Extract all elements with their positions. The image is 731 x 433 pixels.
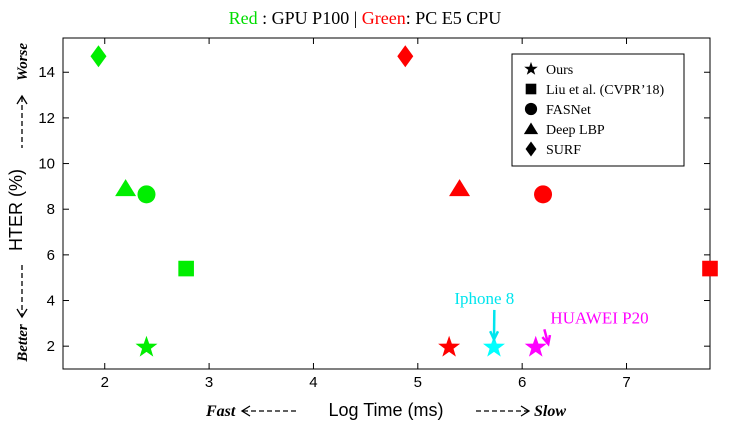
data-point-star (135, 335, 158, 357)
data-point-circle (534, 185, 553, 204)
data-point-triangle (115, 179, 137, 197)
callout-arrowhead (541, 334, 552, 347)
chart-title: Red : GPU P100 | Green: PC E5 CPU (229, 8, 502, 28)
legend-marker-diamond (525, 141, 537, 157)
data-points (90, 45, 718, 357)
x-tick-label: 2 (101, 374, 109, 391)
x-tick-label: 3 (205, 374, 213, 391)
data-point-square (178, 260, 194, 277)
y-tick-label: 2 (47, 338, 55, 355)
x-tick-label: 4 (309, 374, 317, 391)
y-axis-label: HTER (%) (6, 169, 26, 251)
y-tick-label: 4 (47, 293, 55, 310)
legend-marker-triangle (523, 122, 539, 135)
y-arrowhead-worse (16, 94, 28, 105)
data-point-circle (137, 185, 156, 204)
callout-arrowhead (489, 330, 500, 343)
plot-area: 2 3 4 5 6 7 2 4 6 8 10 12 14 (38, 37, 711, 391)
y-tick-label: 12 (38, 110, 55, 127)
y-tick-label: 14 (38, 64, 55, 81)
x-tick-label: 5 (414, 374, 422, 391)
legend-marker-square (525, 83, 537, 95)
y-tick-label: 10 (38, 156, 55, 173)
chart-title-part: : PC E5 CPU (406, 8, 502, 28)
y-arrowhead-better (16, 308, 28, 319)
chart-title-part: Red (229, 8, 258, 28)
x-tick-label: 7 (622, 374, 630, 391)
chart-title-part: Green (362, 8, 406, 28)
x-arrowhead-slow (520, 405, 531, 417)
y-tick-label: 8 (47, 201, 55, 218)
x-tick-label: 6 (518, 374, 526, 391)
device-callouts: Iphone 8 HUAWEI P20 (454, 289, 649, 347)
data-point-triangle (449, 179, 471, 197)
legend-box (511, 53, 685, 167)
legend-marker-circle (524, 102, 538, 116)
x-axis-label: Log Time (ms) (328, 400, 443, 420)
y-annotation-better: Better (15, 324, 31, 363)
x-annotation-slow: Slow (534, 403, 566, 420)
legend: Ours Liu et al. (CVPR’18) FASNet Deep LBP SU… (511, 53, 685, 167)
legend-marker-star (524, 61, 538, 75)
x-annotation-fast: Fast (205, 403, 236, 420)
legend-label: Ours (546, 63, 573, 78)
data-point-star (438, 335, 461, 357)
data-point-star (524, 335, 547, 357)
y-annotation-worse: Worse (15, 43, 31, 81)
legend-label: SURF (546, 143, 581, 158)
data-point-diamond (90, 45, 107, 68)
axes-frame (62, 37, 711, 370)
callout-label: Iphone 8 (454, 289, 514, 308)
legend-label: Liu et al. (CVPR’18) (546, 83, 665, 98)
chart-labels: Red : GPU P100 | Green: PC E5 CPU Log Tim… (6, 8, 566, 420)
x-arrowhead-fast (240, 405, 251, 417)
data-point-diamond (397, 45, 414, 68)
legend-label: Deep LBP (546, 123, 605, 138)
chart-title-part: : GPU P100 | (258, 8, 362, 28)
y-tick-label: 6 (47, 247, 55, 264)
callout-label: HUAWEI P20 (550, 308, 648, 327)
legend-label: FASNet (546, 103, 591, 118)
data-point-square (702, 260, 718, 277)
data-point-star (483, 335, 505, 357)
